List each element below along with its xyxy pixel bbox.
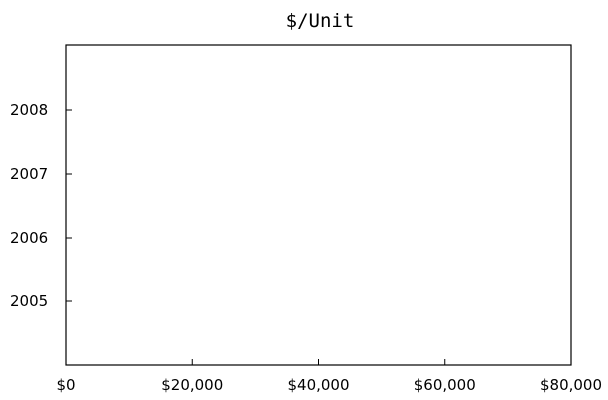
y-tick-label: 2007 xyxy=(10,165,48,183)
x-tick-label: $80,000 xyxy=(540,376,602,394)
plot-frame xyxy=(65,44,572,366)
x-tick-label: $0 xyxy=(56,376,75,394)
x-tick-label: $60,000 xyxy=(414,376,476,394)
y-tick-label: 2008 xyxy=(10,101,48,119)
y-axis: 2005 2006 2007 2008 xyxy=(10,101,72,310)
x-tick-label: $40,000 xyxy=(287,376,349,394)
x-tick-label: $20,000 xyxy=(161,376,223,394)
y-tick-label: 2005 xyxy=(10,292,48,310)
x-axis: $0 $20,000 $40,000 $60,000 $80,000 xyxy=(56,359,602,394)
chart-title: $/Unit xyxy=(286,10,355,32)
y-tick-label: 2006 xyxy=(10,229,48,247)
